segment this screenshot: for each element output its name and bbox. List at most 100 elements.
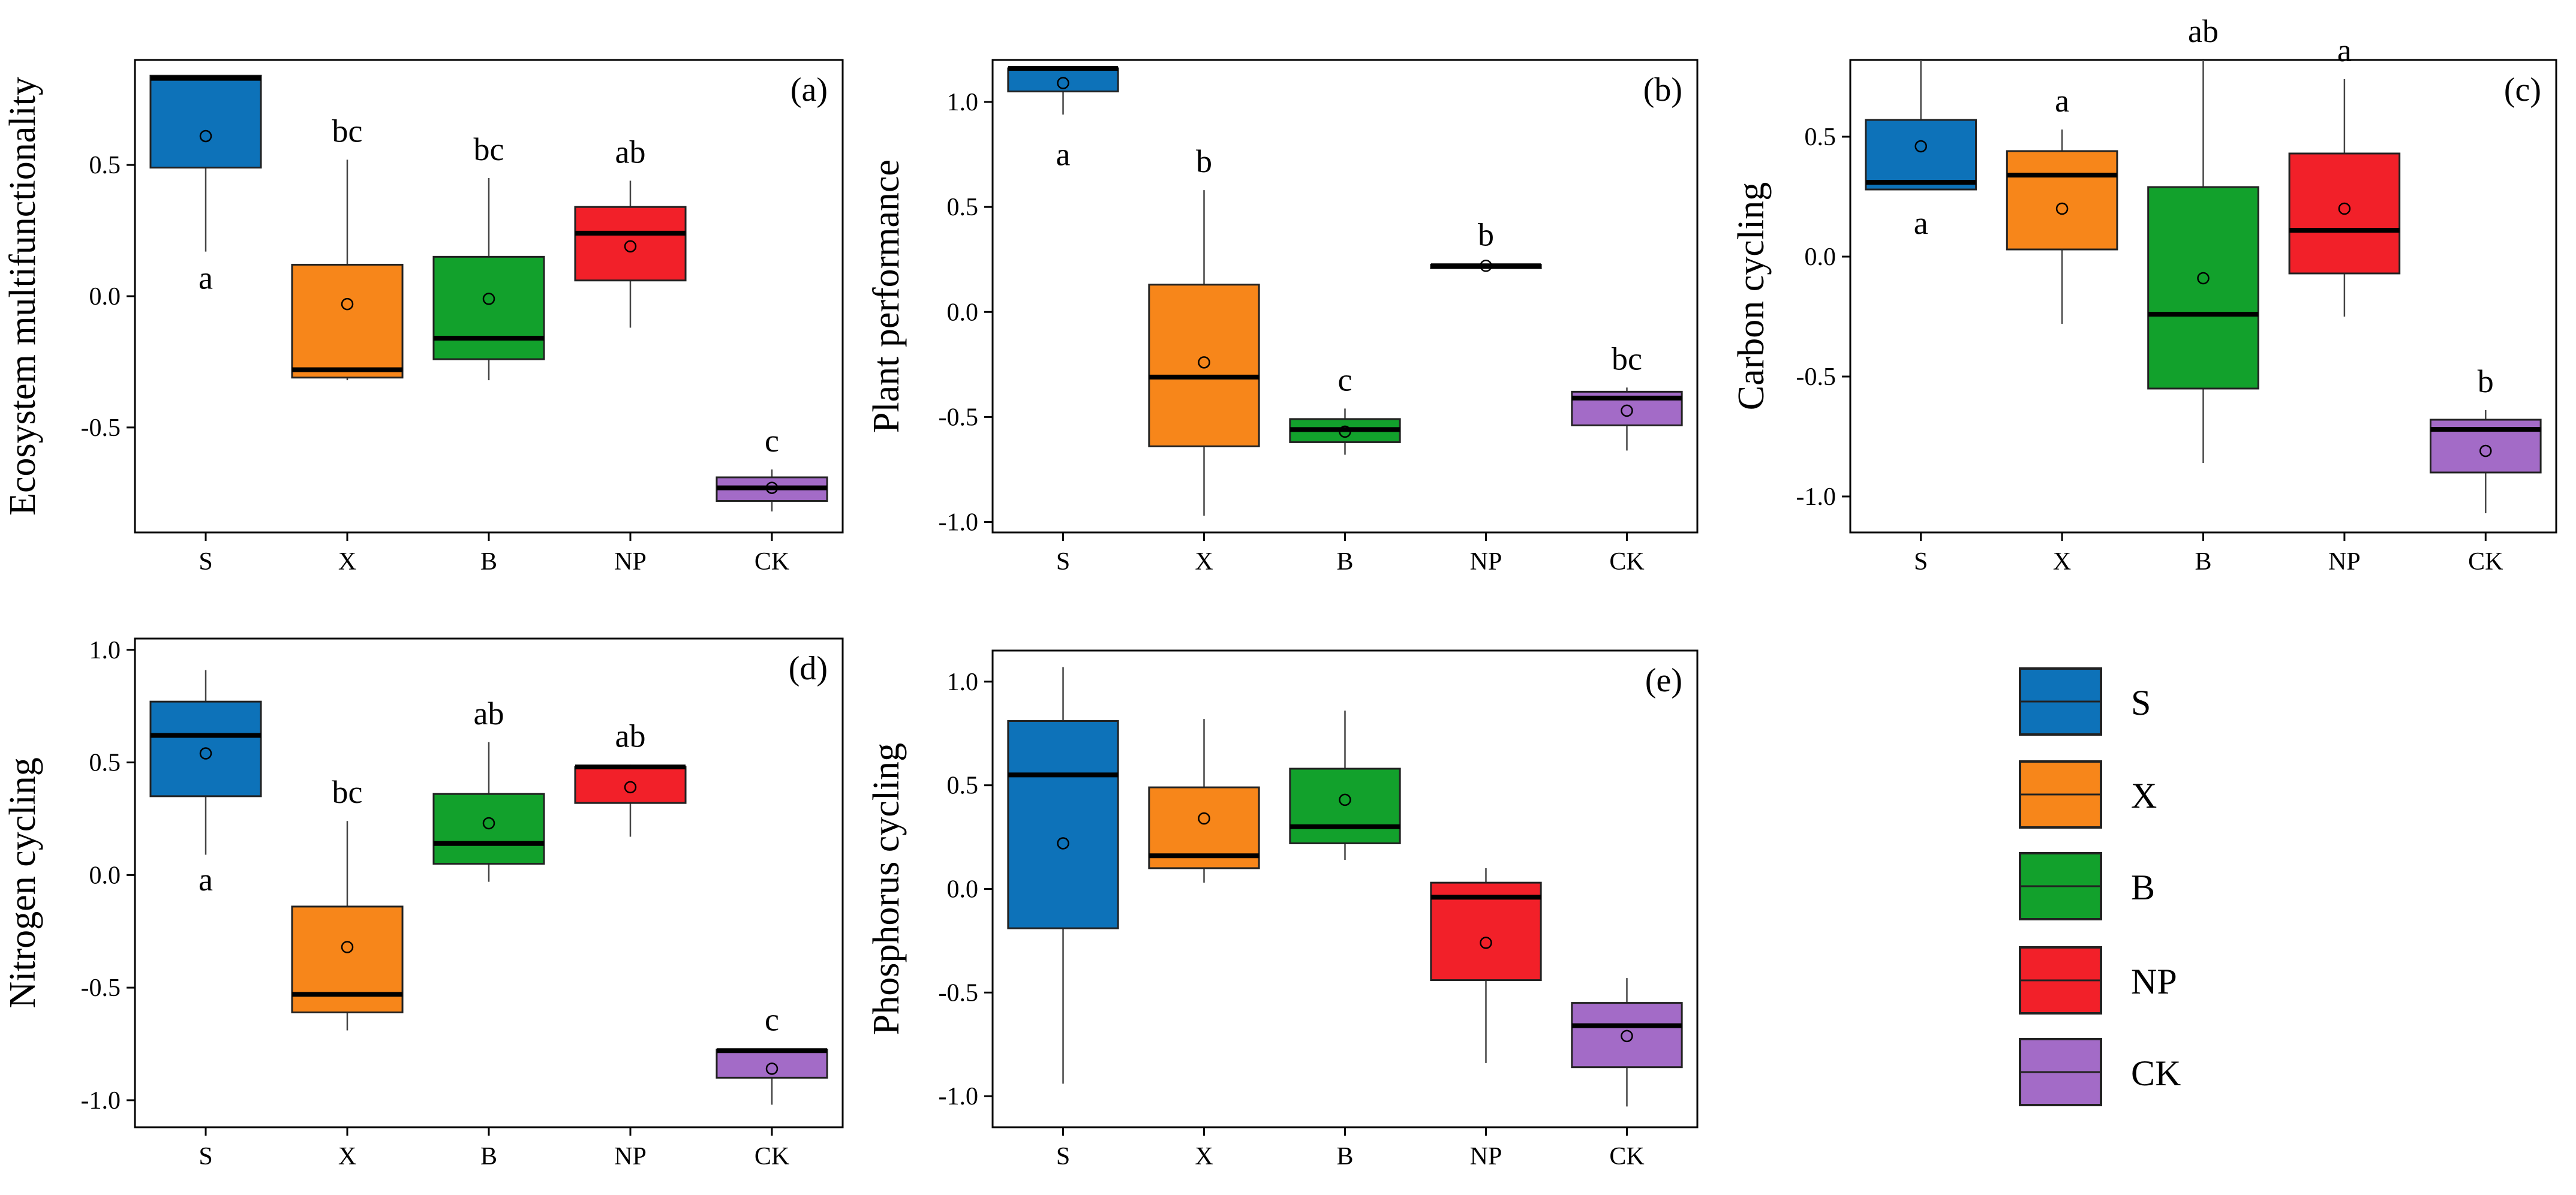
mean-marker [765,481,778,494]
box-body [1148,284,1260,447]
box-x [1148,719,1260,883]
mean-marker [1198,812,1210,825]
mean-marker [624,781,637,794]
y-tick-label: -1.0 [939,508,979,536]
legend-item-ck: CK [2019,1038,2181,1106]
box-body [432,255,545,360]
mean-marker [1621,404,1633,417]
mean-marker [482,293,495,305]
significance-letter: bc [474,131,504,167]
significance-letter: ab [615,134,646,170]
mean-marker [341,297,354,311]
y-tick-label: 0.5 [89,152,121,179]
legend: S X B NP CK [2019,667,2181,1106]
legend-label: B [2131,868,2155,907]
significance-letter: c [1338,362,1352,398]
box-np: a [2288,32,2401,317]
significance-letter: a [199,862,213,898]
box-body [291,263,404,379]
mean-marker [1480,937,1492,949]
significance-letter: ab [615,718,646,754]
panel-label: (e) [1645,662,1682,699]
panel-e: 1.0 0.5 0.0 -0.5 -1.0 Phosphorus cycling (e) S X… [866,649,1699,1170]
y-tick-label: -1.0 [939,1083,979,1110]
significance-letter: bc [332,774,363,810]
box-s: a [1865,60,1977,241]
significance-letter: a [2055,83,2069,119]
x-tick-label: S [1056,1143,1070,1170]
mean-marker [1339,425,1351,438]
y-axis-label: Ecosystem multifunctionality [2,77,43,516]
mean-marker [199,130,212,143]
panel-label: (c) [2504,71,2541,109]
significance-letter: b [1478,217,1494,253]
box-body [149,74,262,168]
y-tick-label: 1.0 [89,637,121,664]
significance-letter: bc [332,113,363,149]
x-tick-label: B [1336,548,1353,576]
y-tick-label: 0.0 [89,862,121,889]
y-axis-label: Phosphorus cycling [866,743,907,1035]
mean-marker [1914,140,1927,153]
box-s: a [149,670,262,898]
y-tick-label: 0.0 [1805,243,1836,271]
x-tick-label: CK [1609,548,1644,576]
y-axis-label: Plant performance [866,159,907,433]
x-tick-label: X [1195,1143,1213,1170]
x-tick-label: X [1195,548,1213,576]
box-body [1007,67,1119,93]
y-tick-label: 0.5 [947,194,979,221]
box-s: a [149,74,262,296]
legend-item-b: B [2019,852,2155,920]
mean-marker [1198,356,1210,369]
y-axis-label: Nitrogen cycling [2,757,43,1008]
box-ck: c [716,1002,828,1105]
significance-letter: b [2478,363,2494,399]
legend-label: NP [2131,962,2177,1001]
y-tick-label: 0.0 [947,299,979,326]
y-axis-label: Carbon cycling [1731,182,1772,411]
box-body [574,766,687,804]
box-body [2147,186,2259,390]
y-tick-label: 0.5 [947,772,979,800]
significance-letter: a [1914,205,1928,241]
panel-d: 1.0 0.5 0.0 -0.5 -1.0 Nitrogen cycling (d) a Sbc… [2,637,844,1170]
x-tick-label: NP [614,548,647,576]
x-tick-label: B [480,1143,497,1170]
y-tick-label: -0.5 [81,974,121,1002]
x-tick-label: B [2195,548,2211,576]
mean-marker [1339,793,1351,806]
mean-marker [1057,837,1069,850]
x-tick-label: X [2053,548,2071,576]
x-tick-label: S [199,1143,212,1170]
box-ck: c [716,423,828,511]
mean-marker [765,1062,778,1075]
box-ck [1571,978,1683,1107]
box-b: ab [432,696,545,882]
panel-label: (d) [789,650,828,687]
significance-letter: c [765,423,779,459]
panel-label: (b) [1643,71,1682,109]
y-tick-label: 1.0 [947,89,979,116]
mean-marker [1621,1030,1633,1043]
box-np: ab [574,134,687,328]
y-tick-label: -1.0 [81,1087,121,1115]
box-s [1007,667,1119,1084]
x-tick-label: B [480,548,497,576]
plot-frame [991,59,1699,534]
box-body [1007,720,1119,929]
significance-letter: ab [2188,13,2219,49]
x-tick-label: S [199,548,212,576]
significance-letter: c [765,1002,779,1038]
panel-a: 0.5 0.0 -0.5 Ecosystem multifunctionality (a… [2,59,844,576]
y-tick-label: 0.5 [1805,124,1836,151]
panel-b: 1.0 0.5 0.0 -0.5 -1.0 Plant performance (b) a Sb… [866,59,1699,576]
box-b: bc [432,131,545,381]
y-tick-label: 0.0 [89,283,121,311]
y-tick-label: 0.0 [947,876,979,904]
box-body [574,206,687,282]
box-x: bc [291,774,404,1031]
y-tick-label: -0.5 [939,404,979,431]
x-tick-label: S [1914,548,1928,576]
mean-marker [482,817,495,830]
